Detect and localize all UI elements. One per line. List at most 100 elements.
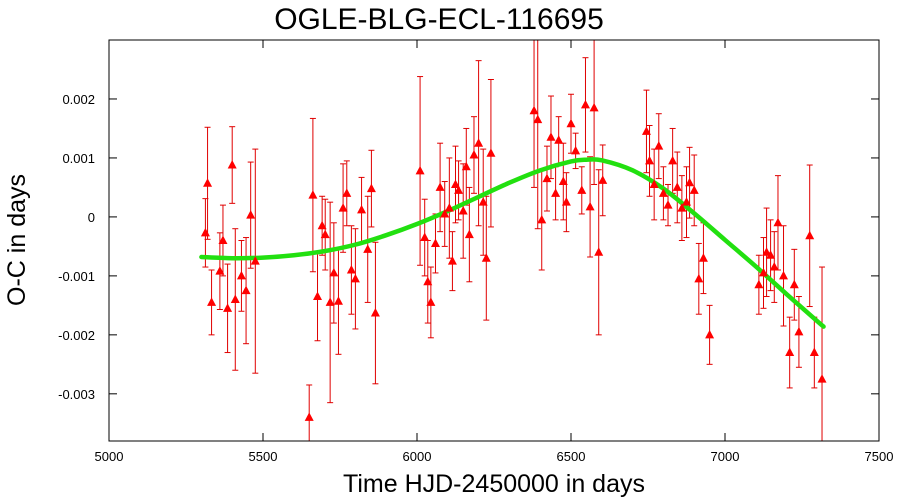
data-point-marker	[598, 175, 608, 184]
y-tick-label: -0.001	[58, 269, 95, 284]
x-tick-label: 5000	[95, 449, 124, 464]
data-point-marker	[363, 244, 373, 253]
data-point-marker	[420, 232, 430, 242]
x-tick-label: 7500	[865, 449, 894, 464]
data-point-marker	[317, 220, 327, 230]
data-point-marker	[451, 179, 460, 188]
x-tick-label: 5500	[249, 449, 278, 464]
x-axis-title: Time HJD-2450000 in days	[343, 470, 645, 498]
data-point-marker	[415, 165, 425, 175]
data-point-marker	[435, 182, 445, 191]
data-point-marker	[589, 102, 599, 112]
data-point-marker	[474, 138, 484, 147]
data-point-marker	[533, 114, 543, 124]
data-point-marker	[689, 185, 699, 194]
data-point-marker	[645, 155, 655, 165]
data-point-marker	[561, 197, 571, 206]
data-point-marker	[698, 253, 708, 262]
data-point-marker	[641, 126, 651, 135]
data-point-marker	[313, 291, 323, 301]
data-point-marker	[668, 155, 678, 165]
data-point-marker	[594, 247, 604, 256]
data-point-marker	[754, 279, 764, 289]
data-point-marker	[694, 273, 704, 283]
data-point-marker	[809, 347, 819, 357]
data-point-marker	[461, 161, 471, 171]
error-bars	[202, 40, 826, 441]
data-point-marker	[663, 200, 673, 209]
data-point-marker	[464, 229, 474, 239]
data-point-marker	[370, 308, 380, 317]
data-point-marker	[320, 229, 330, 239]
data-point-marker	[325, 297, 335, 306]
y-tick-label: 0.001	[62, 151, 95, 166]
data-point-marker	[246, 210, 256, 219]
data-point-marker	[423, 276, 433, 286]
data-point-marker	[478, 197, 488, 206]
data-point-marker	[346, 264, 356, 274]
y-tick-label: 0.002	[62, 92, 95, 107]
data-point-marker	[200, 227, 210, 237]
data-point-marker	[566, 118, 576, 128]
data-point-marker	[357, 204, 367, 214]
data-point-marker	[658, 188, 668, 197]
y-tick-label: -0.002	[58, 328, 95, 343]
data-point-marker	[542, 173, 552, 183]
data-point-marker	[338, 203, 348, 212]
data-point-marker	[571, 145, 581, 155]
x-tick-label: 7000	[711, 449, 740, 464]
chart-title: OGLE-BLG-ECL-116695	[274, 3, 604, 36]
data-point-marker	[558, 176, 568, 186]
data-point-marker	[304, 412, 314, 421]
data-point-marker	[440, 208, 450, 218]
data-point-marker	[580, 99, 590, 109]
axis-ticks: 5000 5500 6000 6500 7000 7500 0.002 0.001 0 -0.00…	[58, 40, 893, 464]
data-point-marker	[672, 182, 682, 191]
data-point-marker	[794, 326, 804, 336]
data-point-marker	[546, 132, 556, 141]
y-tick-label: 0	[88, 210, 95, 225]
data-point-marker	[585, 201, 595, 211]
data-point-marker	[649, 179, 659, 188]
fit-curve	[199, 157, 826, 329]
data-point-marker	[469, 149, 479, 159]
y-axis-title: O-C in days	[3, 174, 31, 306]
data-point-marker	[654, 141, 664, 150]
x-tick-label: 6500	[557, 449, 586, 464]
data-point-marker	[682, 197, 691, 206]
data-point-marker	[250, 256, 260, 265]
data-point-marker	[447, 256, 457, 265]
data-points	[200, 99, 827, 421]
y-tick-label: -0.003	[58, 387, 95, 402]
data-point-marker	[685, 177, 695, 187]
data-point-marker	[218, 235, 228, 244]
data-point-marker	[779, 270, 789, 280]
data-point-marker	[769, 262, 779, 271]
data-point-marker	[329, 267, 339, 277]
data-point-marker	[773, 217, 783, 227]
plot-frame	[108, 39, 880, 442]
data-point-marker	[677, 203, 687, 212]
data-point-marker	[785, 347, 795, 357]
data-point-marker	[366, 183, 376, 193]
data-point-marker	[551, 188, 561, 197]
data-point-marker	[215, 266, 225, 275]
data-point-marker	[766, 250, 776, 259]
data-point-marker	[577, 185, 587, 194]
data-point-marker	[207, 297, 217, 306]
data-point-marker	[481, 253, 491, 262]
data-point-marker	[230, 294, 240, 303]
data-point-marker	[554, 135, 564, 144]
data-point-marker	[342, 188, 352, 197]
data-point-marker	[759, 267, 768, 277]
data-point-marker	[308, 190, 318, 199]
data-point-marker	[537, 214, 547, 224]
data-point-marker	[203, 178, 213, 187]
x-tick-label: 6000	[403, 449, 432, 464]
data-point-marker	[486, 148, 496, 157]
data-point-marker	[817, 374, 827, 383]
data-point-marker	[529, 105, 539, 115]
data-point-marker	[236, 270, 246, 280]
data-point-marker	[789, 279, 799, 289]
data-point-marker	[223, 303, 233, 312]
